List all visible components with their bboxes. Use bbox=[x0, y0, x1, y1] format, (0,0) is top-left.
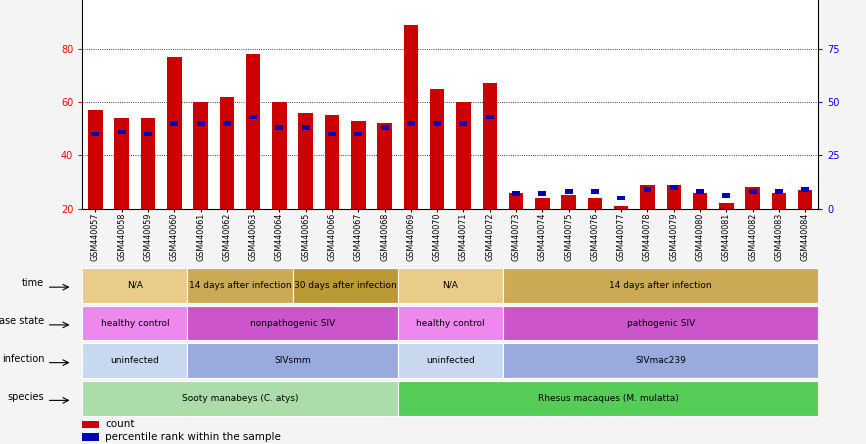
Bar bbox=[798, 190, 812, 209]
Bar bbox=[503, 343, 818, 378]
Bar bbox=[512, 191, 520, 196]
Bar bbox=[354, 132, 362, 136]
Text: disease state: disease state bbox=[0, 316, 44, 326]
Text: 14 days after infection: 14 days after infection bbox=[189, 281, 291, 290]
Text: count: count bbox=[105, 420, 134, 429]
Bar bbox=[82, 421, 99, 428]
Bar bbox=[407, 121, 415, 126]
Bar bbox=[430, 89, 444, 209]
Bar bbox=[92, 132, 100, 136]
Text: nonpathogenic SIV: nonpathogenic SIV bbox=[250, 318, 335, 328]
Bar bbox=[141, 118, 155, 209]
Bar bbox=[249, 115, 257, 119]
Bar bbox=[719, 203, 734, 209]
Bar bbox=[328, 132, 336, 136]
Bar bbox=[643, 187, 651, 192]
Text: 30 days after infection: 30 days after infection bbox=[294, 281, 397, 290]
Text: uninfected: uninfected bbox=[111, 356, 159, 365]
Bar bbox=[539, 191, 546, 196]
Text: percentile rank within the sample: percentile rank within the sample bbox=[105, 432, 281, 442]
Text: SIVsmm: SIVsmm bbox=[275, 356, 311, 365]
Text: healthy control: healthy control bbox=[416, 318, 485, 328]
Bar bbox=[404, 25, 418, 209]
Bar bbox=[275, 125, 283, 130]
Bar bbox=[114, 118, 129, 209]
Bar bbox=[503, 305, 818, 341]
Bar bbox=[197, 121, 204, 126]
Bar bbox=[588, 198, 602, 209]
Bar bbox=[397, 305, 503, 341]
Text: SIVmac239: SIVmac239 bbox=[635, 356, 686, 365]
Bar bbox=[88, 110, 103, 209]
Bar bbox=[246, 54, 261, 209]
Bar bbox=[397, 381, 818, 416]
Bar bbox=[167, 57, 182, 209]
Bar bbox=[456, 102, 471, 209]
Bar bbox=[397, 268, 503, 303]
Bar bbox=[82, 343, 187, 378]
Text: pathogenic SIV: pathogenic SIV bbox=[626, 318, 695, 328]
Bar bbox=[301, 125, 310, 130]
Bar bbox=[144, 132, 152, 136]
Bar bbox=[667, 185, 681, 209]
Bar bbox=[693, 193, 708, 209]
Text: species: species bbox=[8, 392, 44, 402]
Bar bbox=[460, 121, 468, 126]
Bar bbox=[696, 189, 704, 194]
Bar bbox=[187, 268, 293, 303]
Bar bbox=[378, 123, 391, 209]
Bar bbox=[509, 193, 523, 209]
Bar bbox=[220, 97, 234, 209]
Bar bbox=[325, 115, 339, 209]
Bar bbox=[772, 193, 786, 209]
Text: Sooty manabeys (C. atys): Sooty manabeys (C. atys) bbox=[182, 394, 298, 403]
Bar bbox=[381, 125, 389, 130]
Text: infection: infection bbox=[2, 354, 44, 364]
Bar bbox=[193, 102, 208, 209]
Text: 14 days after infection: 14 days after infection bbox=[610, 281, 712, 290]
Text: N/A: N/A bbox=[127, 281, 143, 290]
Bar bbox=[722, 194, 730, 198]
Bar bbox=[801, 187, 809, 192]
Bar bbox=[118, 130, 126, 135]
Bar bbox=[746, 187, 759, 209]
Bar bbox=[171, 121, 178, 126]
Bar bbox=[299, 113, 313, 209]
Bar bbox=[775, 189, 783, 194]
Text: N/A: N/A bbox=[443, 281, 458, 290]
Bar bbox=[535, 198, 550, 209]
Bar bbox=[82, 433, 99, 440]
Text: time: time bbox=[23, 278, 44, 289]
Bar bbox=[272, 102, 287, 209]
Bar bbox=[433, 121, 441, 126]
Bar bbox=[482, 83, 497, 209]
Bar bbox=[591, 189, 599, 194]
Bar bbox=[187, 343, 397, 378]
Bar bbox=[351, 121, 365, 209]
Bar bbox=[614, 206, 629, 209]
Bar bbox=[565, 189, 572, 194]
Bar bbox=[669, 185, 678, 190]
Text: Rhesus macaques (M. mulatta): Rhesus macaques (M. mulatta) bbox=[538, 394, 678, 403]
Bar bbox=[223, 121, 231, 126]
Bar bbox=[293, 268, 397, 303]
Bar bbox=[503, 268, 818, 303]
Text: uninfected: uninfected bbox=[426, 356, 475, 365]
Bar bbox=[749, 189, 757, 194]
Text: healthy control: healthy control bbox=[100, 318, 169, 328]
Bar bbox=[82, 305, 187, 341]
Bar bbox=[82, 381, 397, 416]
Bar bbox=[640, 185, 655, 209]
Bar bbox=[82, 268, 187, 303]
Bar bbox=[397, 343, 503, 378]
Bar bbox=[561, 195, 576, 209]
Bar bbox=[187, 305, 397, 341]
Bar bbox=[486, 115, 494, 119]
Bar bbox=[617, 196, 625, 200]
